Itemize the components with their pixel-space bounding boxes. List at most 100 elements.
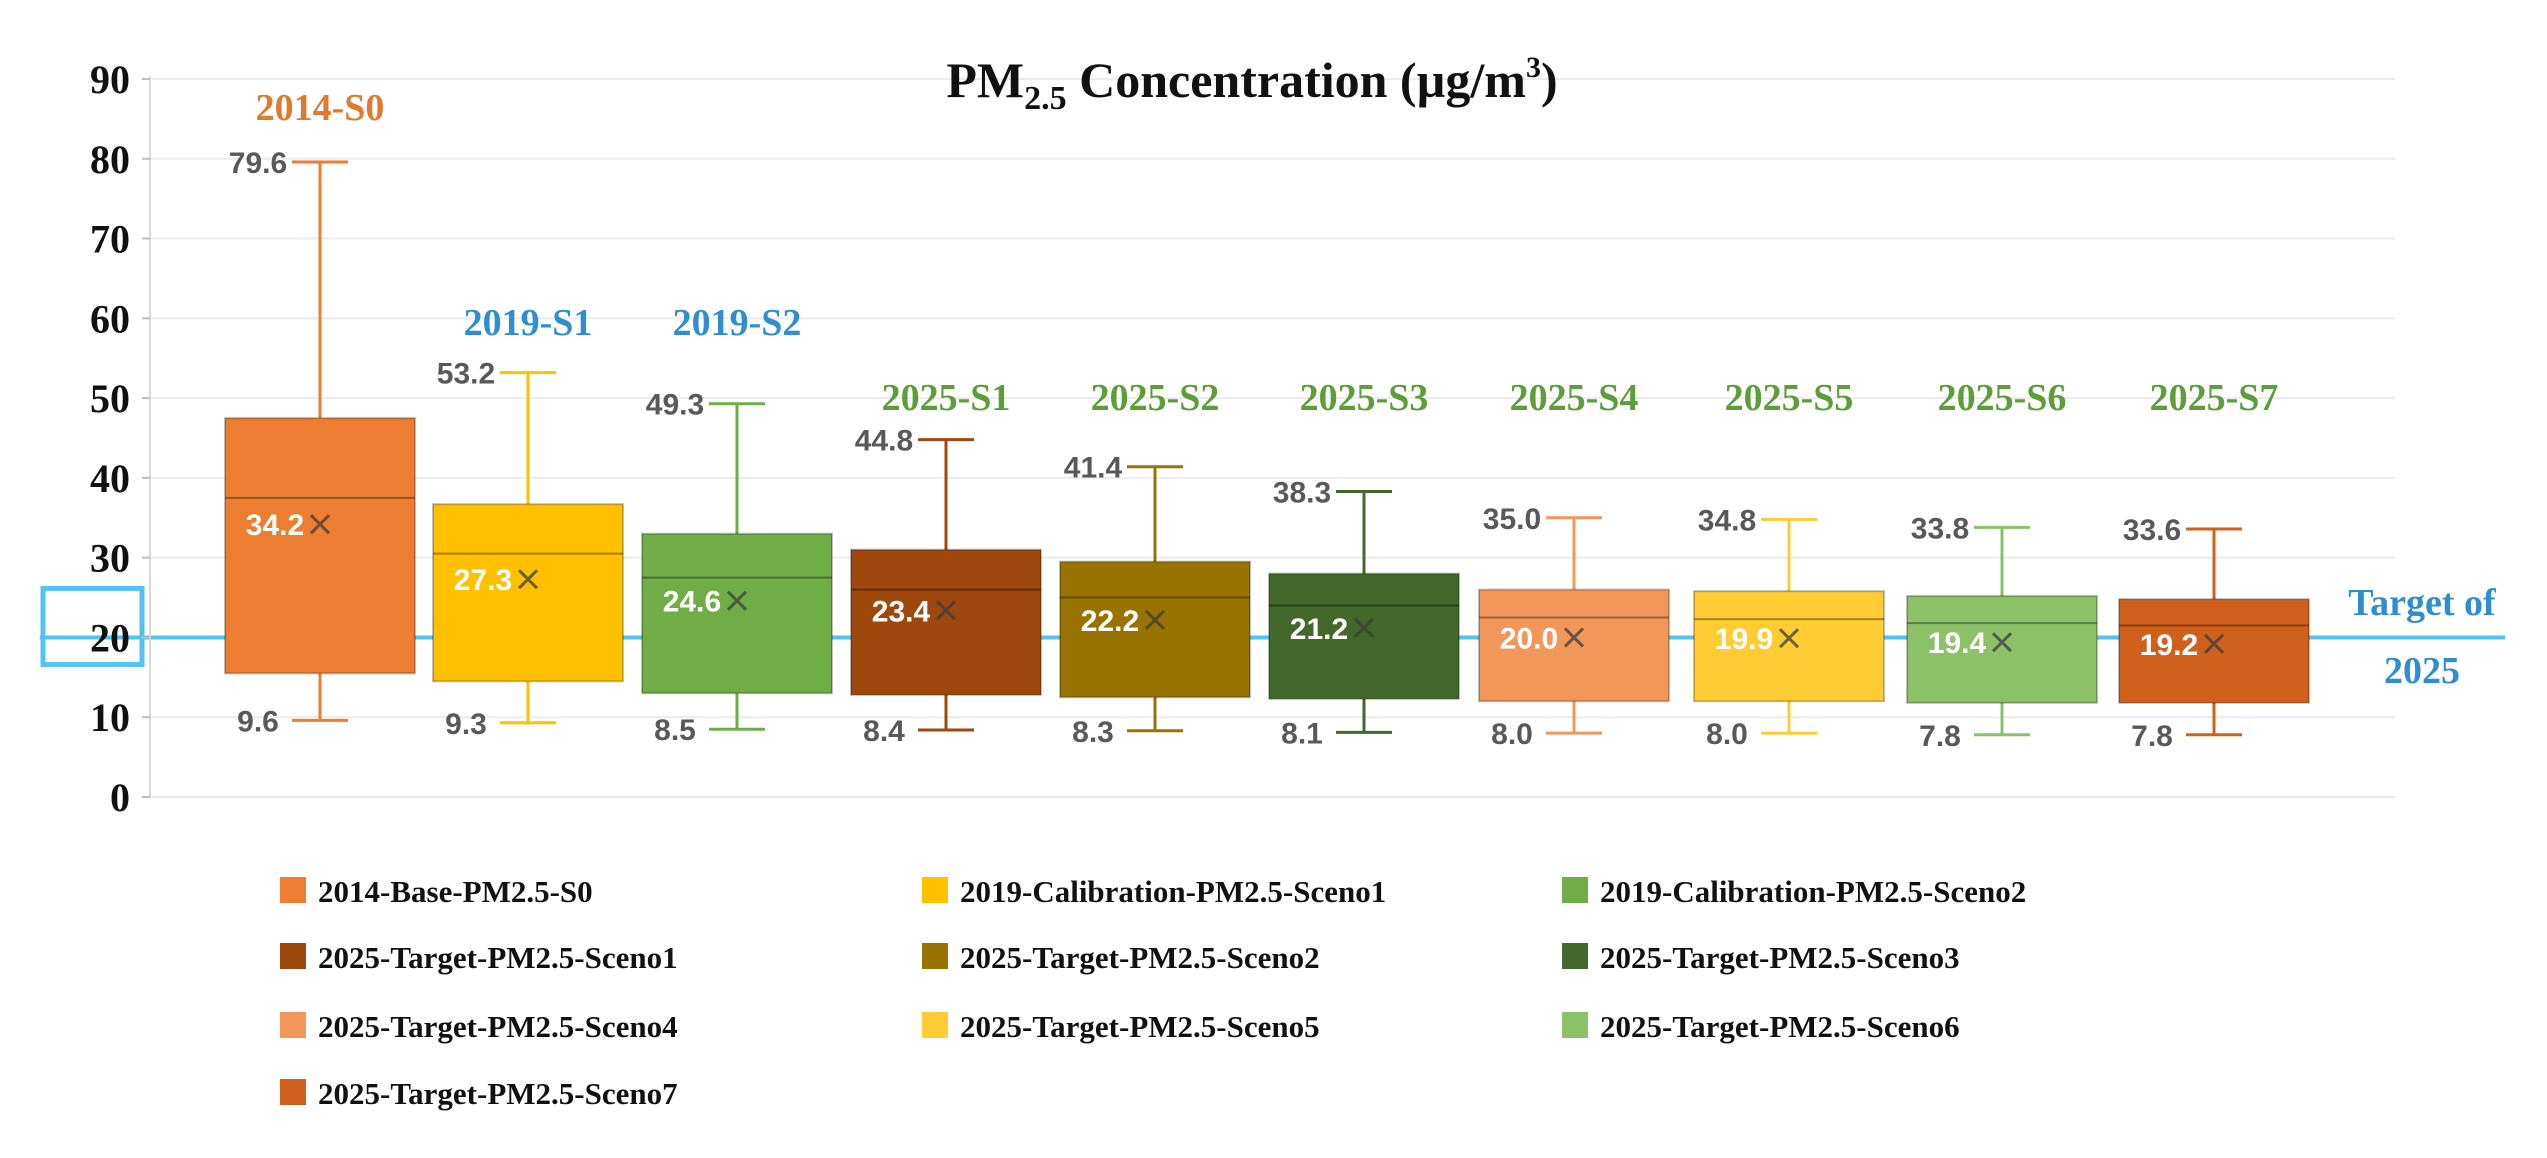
box-2019-S2: 24.6 49.3 8.5 2019-S2 [641,302,833,747]
mean-value-label: 23.4 [872,595,931,628]
legend-swatch [280,943,306,969]
max-value-label: 35.0 [1483,503,1541,536]
legend-item: 2025-Target-PM2.5-Sceno5 [922,1009,1320,1044]
box-2025-S3: 21.2 38.3 8.1 2025-S3 [1268,377,1460,750]
mean-marker [1563,627,1585,648]
mean-value-label: 27.3 [454,564,512,597]
legend-label: 2025-Target-PM2.5-Sceno1 [318,940,678,975]
scenario-label: 2025-S3 [1300,377,1429,419]
mean-value-label: 21.2 [1290,613,1348,646]
box-2025-S4: 20.0 35.0 8.0 2025-S4 [1478,377,1670,751]
mean-marker [517,569,539,590]
legend-item: 2025-Target-PM2.5-Sceno1 [280,940,678,975]
box-2025-S1: 23.4 44.8 8.4 2025-S1 [850,377,1042,748]
mean-value-label: 19.9 [1715,623,1773,656]
legend-label: 2014-Base-PM2.5-S0 [318,874,593,909]
chart-title: PM2.5 Concentration (µg/m3) [946,51,1557,117]
scenario-label: 2019-S1 [464,302,593,344]
box-2025-S7: 19.2 33.6 7.8 2025-S7 [2118,377,2310,753]
legend-item: 2025-Target-PM2.5-Sceno6 [1562,1009,1960,1044]
max-value-label: 44.8 [855,425,913,458]
iqr-box [224,417,416,675]
legend-label: 2019-Calibration-PM2.5-Sceno2 [1600,874,2026,909]
legend-item: 2025-Target-PM2.5-Sceno4 [280,1009,678,1044]
min-value-label: 9.6 [237,705,279,738]
mean-marker [309,514,331,535]
box-2025-S5: 19.9 34.8 8.0 2025-S5 [1693,377,1885,751]
y-tick-label-20: 20 [90,615,130,660]
target-label-line1: Target of [2348,582,2497,624]
legend-swatch [1562,943,1588,969]
legend-item: 2025-Target-PM2.5-Sceno2 [922,940,1320,975]
mean-value-label: 34.2 [246,509,304,542]
scenario-label: 2019-S2 [673,302,802,344]
legend-swatch [280,1012,306,1038]
y-axis: 0 10 20 30 40 50 60 70 80 90 [90,57,151,820]
scenario-label: 2025-S5 [1725,377,1854,419]
mean-value-label: 22.2 [1081,605,1139,638]
legend-label: 2019-Calibration-PM2.5-Sceno1 [960,874,1386,909]
iqr-box [641,532,833,695]
y-tick-label-10: 10 [90,695,130,740]
box-2025-S6: 19.4 33.8 7.8 2025-S6 [1906,377,2098,753]
iqr-box [2118,598,2310,704]
min-value-label: 8.5 [654,714,696,747]
chart-title-group: PM2.5 Concentration (µg/m3) [946,51,1557,117]
min-value-label: 9.3 [445,708,487,741]
mean-marker [1144,609,1166,630]
y-tick-label-80: 80 [90,137,130,182]
legend-item: 2014-Base-PM2.5-S0 [280,874,593,909]
target-label-line2: 2025 [2384,650,2460,692]
legend-item: 2019-Calibration-PM2.5-Sceno1 [922,874,1386,909]
max-value-label: 34.8 [1698,504,1756,537]
y-tick-label-30: 30 [90,536,130,581]
mean-marker [935,600,957,621]
y-tick-label-50: 50 [90,376,130,421]
iqr-box [850,548,1042,696]
y-tick-label-0: 0 [110,775,130,820]
iqr-box [1059,560,1251,699]
box-2014-S0: 34.2 79.6 9.6 2014-S0 [224,87,416,738]
legend-label: 2025-Target-PM2.5-Sceno4 [318,1009,678,1044]
iqr-box [1478,588,1670,703]
max-value-label: 53.2 [437,358,495,391]
scenario-label: 2025-S1 [882,377,1011,419]
mean-value-label: 20.0 [1500,622,1558,655]
max-value-label: 38.3 [1273,476,1331,509]
max-value-label: 41.4 [1064,452,1123,485]
mean-marker [726,590,748,611]
target-highlight-box [40,585,145,667]
min-value-label: 8.3 [1072,716,1114,749]
legend-swatch [280,1079,306,1105]
legend-swatch [280,877,306,903]
mean-marker [1778,628,1800,649]
legend-swatch [1562,877,1588,903]
legend-swatch [922,943,948,969]
mean-marker [1991,632,2013,653]
min-value-label: 8.0 [1491,718,1533,751]
legend-item: 2025-Target-PM2.5-Sceno3 [1562,940,1960,975]
legend-swatch [922,877,948,903]
iqr-box [1906,594,2098,704]
legend-label: 2025-Target-PM2.5-Sceno6 [1600,1009,1960,1044]
y-tick-label-90: 90 [90,57,130,102]
legend-swatch [922,1012,948,1038]
mean-value-label: 19.2 [2140,629,2198,662]
max-value-label: 33.6 [2123,514,2181,547]
legend-swatch [1562,1012,1588,1038]
y-tick-label-70: 70 [90,217,130,262]
legend-label: 2025-Target-PM2.5-Sceno2 [960,940,1320,975]
max-value-label: 49.3 [646,389,704,422]
min-value-label: 8.4 [863,715,905,748]
scenario-label: 2025-S6 [1938,377,2067,419]
mean-marker [2203,633,2225,654]
iqr-box [1693,590,1885,703]
iqr-box [432,503,624,683]
mean-value-label: 24.6 [663,586,721,619]
legend-label: 2025-Target-PM2.5-Sceno3 [1600,940,1960,975]
legend-label: 2025-Target-PM2.5-Sceno7 [318,1076,678,1111]
box-series: 34.2 79.6 9.6 2014-S0 27.3 53.2 9.3 2019-S1 24.6… [224,87,2310,753]
y-tick-label-40: 40 [90,456,130,501]
mean-marker [1353,617,1375,638]
